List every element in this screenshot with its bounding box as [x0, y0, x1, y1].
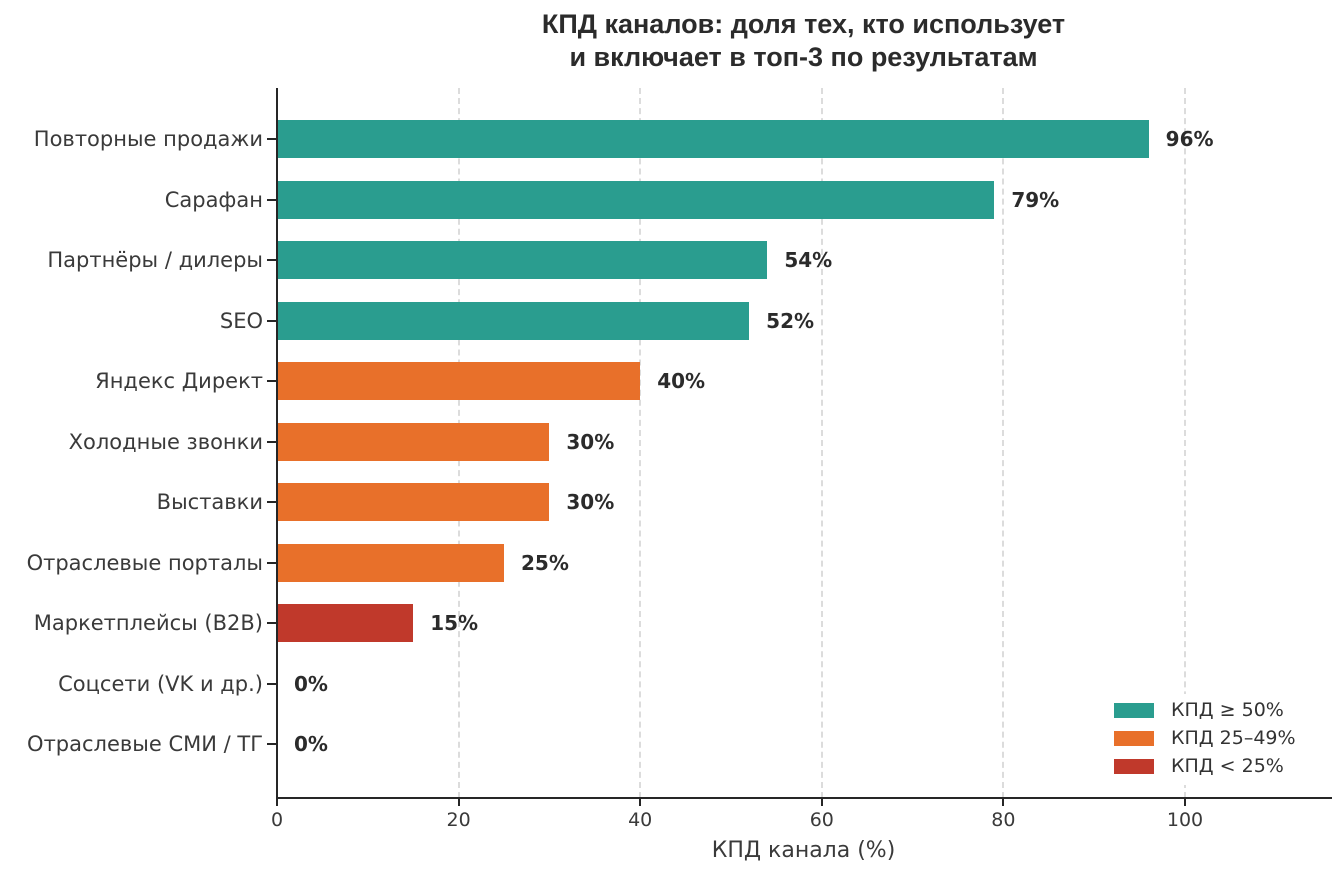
x-tick-mark: [276, 799, 278, 806]
category-label: Яндекс Директ: [95, 369, 263, 393]
legend-row: КПД ≥ 50%: [1114, 699, 1296, 721]
x-axis-title: КПД канала (%): [711, 838, 896, 863]
chart-title-line1: КПД каналов: доля тех, кто использует: [541, 9, 1066, 39]
x-tick-mark: [1184, 799, 1186, 806]
category-label: Сарафан: [164, 187, 263, 212]
y-tick-mark: [267, 138, 276, 140]
x-tick-label: 20: [446, 809, 471, 831]
category-label: Повторные продажи: [33, 127, 263, 151]
bar: [277, 422, 550, 461]
legend-label: КПД < 25%: [1171, 755, 1284, 777]
value-label: 79%: [1011, 187, 1060, 212]
x-tick-label: 100: [1166, 809, 1204, 831]
y-tick-mark: [267, 682, 276, 685]
chart-title: КПД каналов: доля тех, кто использует и …: [277, 8, 1330, 74]
legend-swatch: [1114, 702, 1154, 718]
x-tick-mark: [820, 799, 823, 806]
category-label: Соцсети (VK и др.): [58, 671, 263, 696]
bar: [277, 120, 1149, 158]
value-label: 40%: [657, 369, 706, 393]
category-label: Выставки: [156, 490, 263, 514]
y-tick-mark: [267, 501, 276, 503]
bar: [277, 241, 768, 279]
x-tick-mark: [457, 799, 460, 806]
x-tick-label: 40: [628, 809, 653, 831]
y-tick-mark: [267, 440, 276, 443]
category-label: Холодные звонки: [68, 429, 263, 454]
y-axis-spine: [276, 88, 278, 799]
chart-title-line2: и включает в топ-3 по результатам: [569, 42, 1038, 72]
value-label: 0%: [294, 671, 328, 696]
bar: [277, 180, 995, 219]
y-tick-mark: [267, 743, 276, 745]
legend-swatch: [1114, 758, 1154, 774]
x-tick-mark: [1002, 799, 1005, 806]
legend-label: КПД 25–49%: [1171, 727, 1296, 749]
bar: [277, 483, 550, 521]
gridline-80: [1002, 88, 1005, 798]
legend-label: КПД ≥ 50%: [1171, 699, 1284, 721]
y-tick-mark: [267, 380, 276, 382]
gridline-40: [639, 88, 642, 798]
gridline-60: [820, 88, 823, 798]
value-label: 30%: [566, 429, 615, 454]
y-tick-mark: [267, 259, 276, 261]
x-tick-label: 0: [270, 809, 284, 831]
value-label: 52%: [766, 308, 815, 333]
category-label: SEO: [219, 308, 263, 333]
gridline-100: [1184, 88, 1186, 798]
category-label: Партнёры / дилеры: [47, 248, 263, 272]
legend-row: КПД < 25%: [1114, 755, 1296, 777]
x-tick-label: 80: [991, 809, 1016, 831]
x-tick-mark: [639, 799, 642, 806]
y-tick-mark: [267, 622, 276, 624]
value-label: 54%: [784, 248, 833, 272]
value-label: 96%: [1165, 127, 1214, 151]
category-label: Отраслевые СМИ / ТГ: [27, 732, 263, 756]
y-tick-mark: [267, 319, 276, 322]
legend-row: КПД 25–49%: [1114, 727, 1296, 749]
bar: [277, 362, 641, 400]
bar: [277, 301, 750, 340]
plot-area: 96% 79% 54% 52% 40% 30% 30% 25% 15% 0% 0%: [277, 88, 1330, 798]
y-tick-mark: [267, 198, 276, 201]
x-tick-label: 60: [809, 809, 834, 831]
x-axis-spine: [276, 797, 1332, 799]
bar: [277, 543, 504, 582]
value-label: 30%: [566, 490, 615, 514]
bar: [277, 604, 414, 642]
category-label: Маркетплейсы (B2B): [33, 611, 263, 635]
legend-swatch: [1114, 730, 1154, 746]
value-label: 0%: [294, 732, 328, 756]
value-label: 15%: [430, 611, 479, 635]
y-tick-mark: [267, 561, 276, 564]
value-label: 25%: [521, 550, 569, 575]
legend: КПД ≥ 50% КПД 25–49% КПД < 25%: [1102, 694, 1306, 785]
category-label: Отраслевые порталы: [26, 550, 263, 575]
